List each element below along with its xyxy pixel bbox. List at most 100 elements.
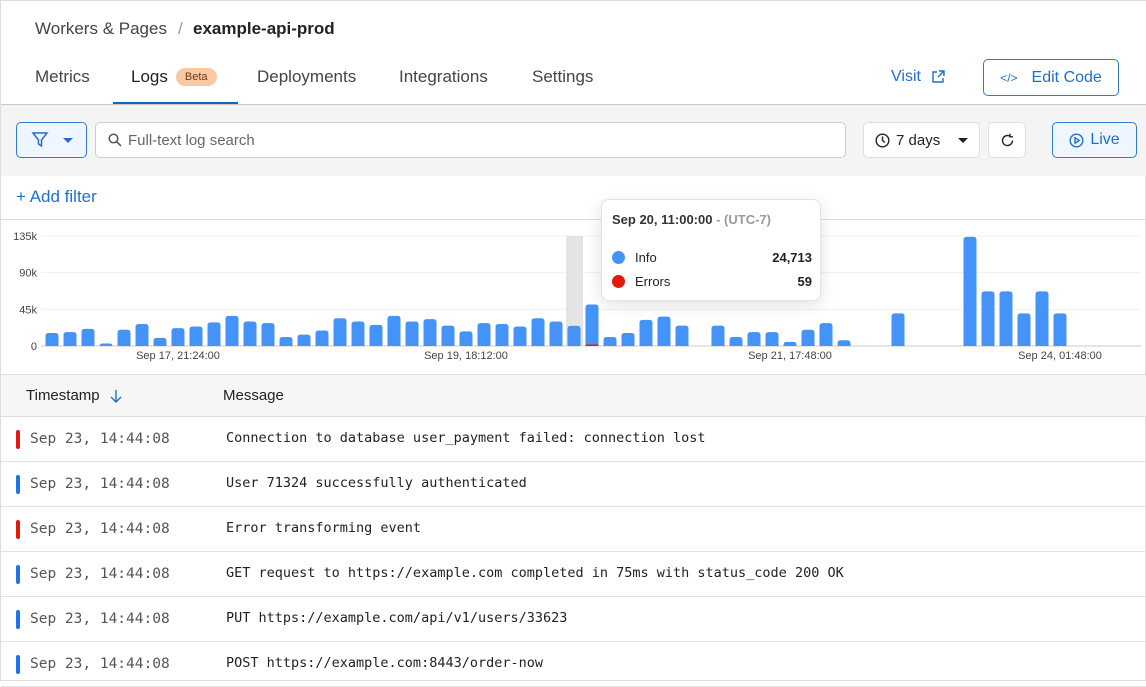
info-bar bbox=[387, 315, 401, 346]
error-bar bbox=[585, 344, 599, 346]
tooltip-info-value: 24,713 bbox=[772, 250, 812, 265]
tooltip-row-errors: Errors 59 bbox=[612, 274, 812, 289]
active-tab-indicator bbox=[113, 102, 238, 104]
info-bar bbox=[729, 337, 743, 346]
play-circle-icon bbox=[1069, 132, 1084, 148]
log-timestamp: Sep 23, 14:44:08 bbox=[30, 476, 170, 492]
log-message: POST https://example.com:8443/order-now bbox=[226, 655, 543, 671]
timestamp-header-label: Timestamp bbox=[26, 387, 100, 404]
info-bar bbox=[891, 313, 905, 346]
live-button[interactable]: Live bbox=[1052, 122, 1137, 158]
tab-metrics[interactable]: Metrics bbox=[35, 67, 90, 86]
tooltip-time: Sep 20, 11:00:00 - (UTC-7) bbox=[612, 212, 771, 227]
info-bar bbox=[243, 321, 257, 346]
y-tick-label: 135k bbox=[13, 231, 37, 243]
log-timestamp: Sep 23, 14:44:08 bbox=[30, 521, 170, 537]
log-timestamp: Sep 23, 14:44:08 bbox=[30, 431, 170, 447]
time-range-select[interactable]: 7 days bbox=[863, 122, 980, 158]
filter-row: + Add filter bbox=[1, 176, 1146, 220]
info-bar bbox=[819, 323, 833, 346]
log-row[interactable]: Sep 23, 14:44:08 Error transforming even… bbox=[1, 507, 1146, 552]
tab-logs[interactable]: Logs Beta bbox=[131, 67, 217, 87]
info-bar bbox=[675, 325, 689, 346]
level-indicator-error bbox=[16, 430, 20, 449]
info-bar bbox=[531, 318, 545, 346]
visit-link[interactable]: Visit bbox=[891, 68, 945, 86]
filter-menu-button[interactable] bbox=[16, 122, 87, 158]
log-message: Error transforming event bbox=[226, 520, 422, 536]
refresh-icon bbox=[1001, 133, 1013, 146]
log-row[interactable]: Sep 23, 14:44:08 User 71324 successfully… bbox=[1, 462, 1146, 507]
info-bar bbox=[513, 326, 527, 346]
info-bar bbox=[261, 323, 275, 346]
info-bar bbox=[333, 318, 347, 346]
info-bar bbox=[1053, 313, 1067, 346]
info-bar bbox=[45, 332, 59, 346]
search-input[interactable]: Full-text log search bbox=[95, 122, 846, 158]
tab-deployments[interactable]: Deployments bbox=[257, 67, 357, 86]
y-tick-label: 90k bbox=[19, 268, 37, 280]
log-row[interactable]: Sep 23, 14:44:08 Connection to database … bbox=[1, 417, 1146, 462]
toolbar: Full-text log search 7 days Live bbox=[1, 105, 1146, 176]
breadcrumb-separator: / bbox=[178, 19, 183, 38]
sort-descending-arrow-icon bbox=[110, 389, 122, 403]
edit-code-button[interactable]: </> Edit Code bbox=[983, 59, 1119, 96]
info-bar bbox=[63, 332, 77, 346]
tooltip-time-value: Sep 20, 11:00:00 bbox=[612, 212, 713, 227]
info-bar bbox=[747, 332, 761, 346]
info-bar bbox=[297, 334, 311, 346]
y-tick-label: 0 bbox=[31, 341, 37, 353]
info-bar bbox=[837, 340, 851, 346]
info-bar bbox=[351, 321, 365, 346]
log-row[interactable]: Sep 23, 14:44:08 PUT https://example.com… bbox=[1, 597, 1146, 642]
log-message: GET request to https://example.com compl… bbox=[226, 565, 844, 581]
tab-settings[interactable]: Settings bbox=[532, 67, 594, 86]
info-bar bbox=[603, 337, 617, 346]
info-bar bbox=[981, 291, 995, 346]
log-volume-chart[interactable]: 0 45k 90k 135k Sep 17, 21:24:00 Sep 19, 18:12… bbox=[1, 220, 1146, 374]
breadcrumb-parent[interactable]: Workers & Pages bbox=[35, 19, 167, 38]
tab-logs-label: Logs bbox=[131, 67, 168, 86]
refresh-button[interactable] bbox=[988, 122, 1026, 158]
log-row[interactable]: Sep 23, 14:44:08 POST https://example.co… bbox=[1, 642, 1146, 687]
tooltip-errors-label: Errors bbox=[635, 274, 671, 289]
log-message: PUT https://example.com/api/v1/users/336… bbox=[226, 610, 568, 626]
info-bar bbox=[1017, 313, 1031, 346]
chart-tooltip: Sep 20, 11:00:00 - (UTC-7) Info 24,713 E… bbox=[601, 199, 821, 301]
info-bar bbox=[711, 325, 725, 346]
external-link-icon bbox=[932, 70, 945, 83]
info-dot-icon bbox=[612, 251, 625, 264]
edit-code-label: Edit Code bbox=[1031, 68, 1102, 86]
x-tick-label: Sep 24, 01:48:00 bbox=[1018, 350, 1102, 362]
beta-badge: Beta bbox=[175, 68, 217, 86]
info-bar bbox=[495, 324, 509, 346]
add-filter-button[interactable]: + Add filter bbox=[16, 187, 97, 206]
caret-down-icon bbox=[62, 137, 73, 143]
info-bar bbox=[225, 315, 239, 346]
log-timestamp: Sep 23, 14:44:08 bbox=[30, 656, 170, 672]
search-placeholder: Full-text log search bbox=[128, 131, 255, 149]
caret-down-icon bbox=[958, 137, 969, 143]
error-dot-icon bbox=[612, 275, 625, 288]
tab-integrations[interactable]: Integrations bbox=[399, 67, 488, 86]
log-message: User 71324 successfully authenticated bbox=[226, 475, 527, 491]
info-bar bbox=[171, 328, 185, 346]
log-timestamp: Sep 23, 14:44:08 bbox=[30, 566, 170, 582]
info-bar bbox=[783, 341, 797, 346]
level-indicator-info bbox=[16, 655, 20, 674]
info-bar bbox=[639, 319, 653, 346]
message-column-header: Message bbox=[223, 387, 284, 404]
info-bar bbox=[567, 325, 581, 346]
timestamp-column-header[interactable]: Timestamp bbox=[26, 387, 122, 404]
log-message: Connection to database user_payment fail… bbox=[226, 430, 706, 446]
info-bar bbox=[81, 328, 95, 346]
table-header: Timestamp Message bbox=[1, 374, 1146, 417]
info-bar bbox=[405, 321, 419, 346]
info-bar bbox=[315, 330, 329, 346]
info-bar bbox=[801, 329, 815, 346]
log-row[interactable]: Sep 23, 14:44:08 GET request to https://… bbox=[1, 552, 1146, 597]
clock-icon bbox=[875, 132, 890, 148]
info-bar bbox=[477, 323, 491, 346]
funnel-icon bbox=[30, 132, 49, 148]
info-bar bbox=[549, 321, 563, 346]
